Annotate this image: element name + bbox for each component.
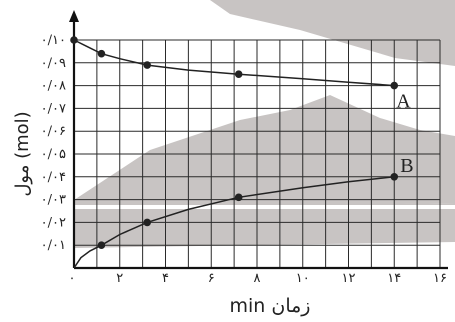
x-tick-label: ۸ <box>254 271 261 286</box>
y-axis-arrow <box>69 10 79 22</box>
y-axis-label: مول (mol) <box>12 111 33 196</box>
data-point-a <box>70 36 78 44</box>
series-label-a: A <box>396 91 411 113</box>
x-tick-label: ۴ <box>162 271 169 286</box>
x-tick-label: ۱۴ <box>387 271 401 286</box>
y-tick-label: ۰/۰۵ <box>41 147 66 162</box>
data-point-b <box>143 218 151 227</box>
x-tick-label: ۶ <box>208 271 215 286</box>
y-tick-labels: ۰/۰۱ ۰/۰۲ ۰/۰۳ ۰/۰۴ ۰/۰۵ ۰/۰۶ ۰/۰۷ ۰/۰۸ ۰/۰۹ ۰/۱۰ <box>41 33 66 253</box>
y-tick-label: ۰/۱۰ <box>41 33 66 48</box>
series-labels: AB <box>396 91 413 177</box>
y-tick-label: ۰/۰۳ <box>41 193 66 208</box>
x-tick-labels: ۰ ۲ ۴ ۶ ۸ ۱۰ ۱۲ ۱۴ ۱۶ <box>69 271 447 286</box>
y-tick-label: ۰/۰۸ <box>41 79 66 94</box>
axes <box>69 10 448 270</box>
data-points <box>70 36 399 249</box>
x-tick-label: ۱۰ <box>296 271 310 286</box>
x-tick-label: ۱۶ <box>433 271 447 286</box>
data-point-b <box>234 193 243 202</box>
background-band-lower <box>74 203 455 248</box>
data-point-a <box>390 81 399 90</box>
data-point-a <box>234 70 243 78</box>
y-tick-label: ۰/۰۷ <box>41 101 66 116</box>
y-tick-label: ۰/۰۴ <box>41 170 66 185</box>
y-tick-label: ۰/۰۲ <box>41 215 66 230</box>
data-point-b <box>390 173 399 181</box>
series-line-a <box>73 39 395 87</box>
x-axis-label: min زمان <box>230 295 311 317</box>
x-tick-label: ۰ <box>69 271 76 286</box>
background-bands <box>74 0 455 248</box>
y-tick-label: ۰/۰۶ <box>41 124 66 139</box>
x-tick-label: ۲ <box>116 271 123 286</box>
y-tick-label: ۰/۰۱ <box>41 238 66 253</box>
series-label-b: B <box>400 155 413 177</box>
background-band-top <box>210 0 455 66</box>
data-point-b <box>97 241 106 249</box>
x-tick-label: ۱۲ <box>342 271 356 286</box>
data-point-a <box>97 49 106 58</box>
background-band-gap <box>74 205 455 209</box>
y-tick-label: ۰/۰۹ <box>41 56 66 71</box>
data-point-a <box>143 61 151 69</box>
grid-lines <box>74 39 441 268</box>
